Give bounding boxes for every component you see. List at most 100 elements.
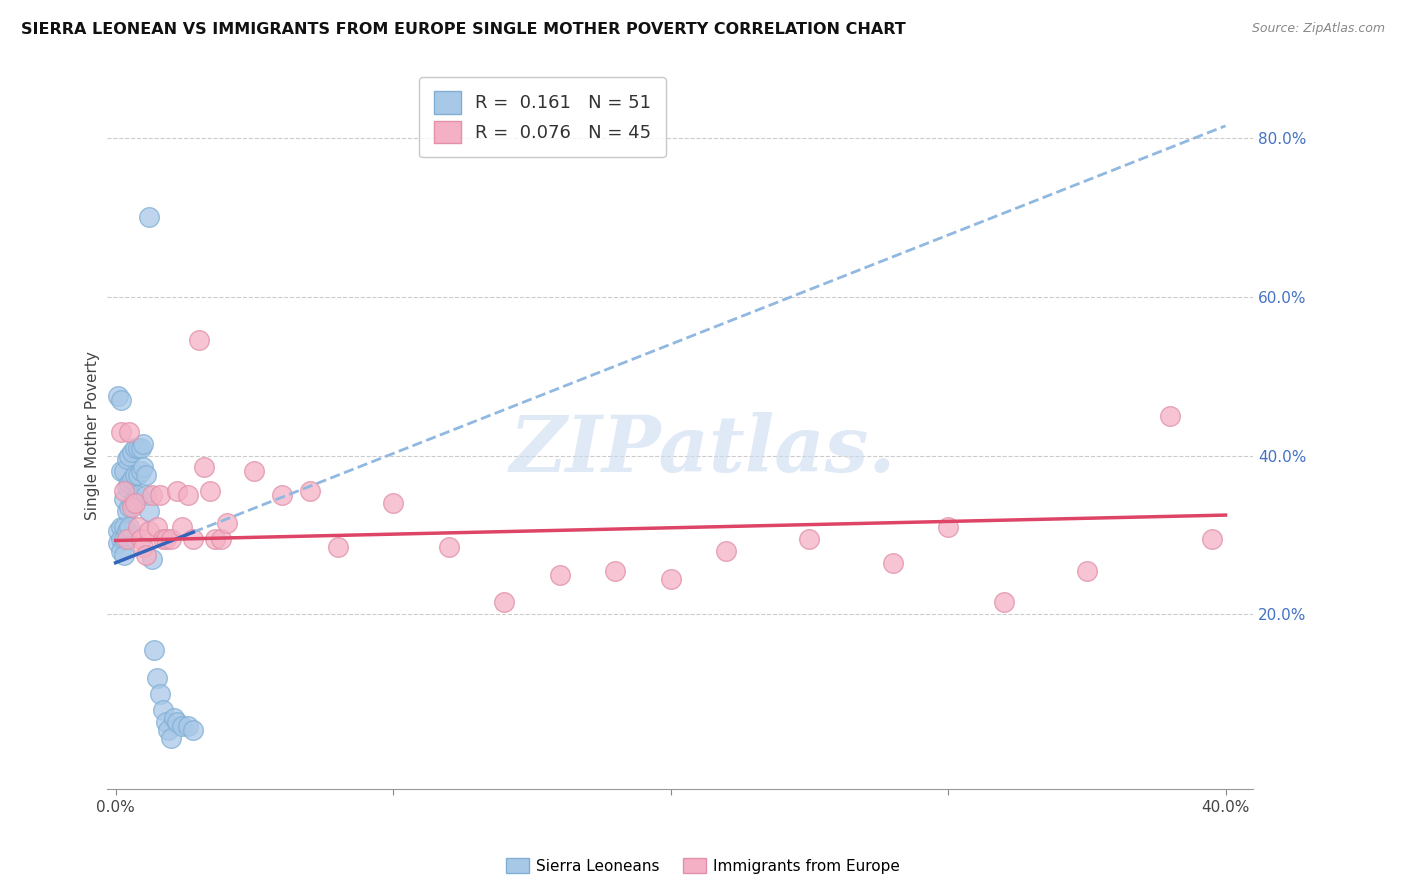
Point [107, 389, 129, 403]
Point [799, 532, 821, 546]
Point [209, 532, 232, 546]
Point [271, 488, 294, 502]
Point [714, 544, 737, 558]
Point [181, 723, 204, 737]
Point [124, 496, 146, 510]
Point [494, 595, 516, 609]
Point [155, 532, 177, 546]
Point [115, 452, 138, 467]
Text: SIERRA LEONEAN VS IMMIGRANTS FROM EUROPE SINGLE MOTHER POVERTY CORRELATION CHART: SIERRA LEONEAN VS IMMIGRANTS FROM EUROPE… [21, 22, 905, 37]
Point [141, 551, 163, 566]
Point [155, 714, 177, 729]
Point [177, 488, 200, 502]
Point [198, 484, 221, 499]
Point [138, 504, 160, 518]
Point [118, 500, 141, 515]
Point [204, 532, 226, 546]
Point [135, 548, 157, 562]
Text: Source: ZipAtlas.com: Source: ZipAtlas.com [1251, 22, 1385, 36]
Point [548, 567, 571, 582]
Point [121, 472, 143, 486]
Point [129, 532, 152, 546]
Point [215, 516, 238, 530]
Point [166, 484, 188, 499]
Point [138, 524, 160, 538]
Point [166, 714, 188, 729]
Point [132, 460, 155, 475]
Point [110, 532, 132, 546]
Point [382, 496, 405, 510]
Point [132, 436, 155, 450]
Point [152, 532, 174, 546]
Point [1076, 564, 1098, 578]
Point [298, 484, 321, 499]
Legend: R =  0.161   N = 51, R =  0.076   N = 45: R = 0.161 N = 51, R = 0.076 N = 45 [419, 77, 666, 157]
Point [110, 520, 132, 534]
Point [132, 540, 155, 554]
Point [149, 687, 172, 701]
Point [163, 711, 186, 725]
Point [127, 520, 149, 534]
Point [141, 488, 163, 502]
Point [177, 718, 200, 732]
Point [172, 718, 194, 732]
Point [603, 564, 626, 578]
Point [187, 334, 209, 348]
Point [127, 468, 149, 483]
Point [936, 520, 959, 534]
Legend: Sierra Leoneans, Immigrants from Europe: Sierra Leoneans, Immigrants from Europe [499, 852, 907, 880]
Point [146, 520, 169, 534]
Point [112, 464, 135, 478]
Point [993, 595, 1015, 609]
Point [152, 703, 174, 717]
Point [121, 444, 143, 458]
Point [115, 532, 138, 546]
Point [1159, 409, 1181, 423]
Point [149, 488, 172, 502]
Point [135, 488, 157, 502]
Point [882, 556, 904, 570]
Point [121, 500, 143, 515]
Point [110, 425, 132, 439]
Point [129, 464, 152, 478]
Point [124, 468, 146, 483]
Point [193, 460, 215, 475]
Point [129, 441, 152, 455]
Point [659, 572, 682, 586]
Point [112, 548, 135, 562]
Point [326, 540, 349, 554]
Point [112, 484, 135, 499]
Point [115, 504, 138, 518]
Point [181, 532, 204, 546]
Point [115, 524, 138, 538]
Point [118, 449, 141, 463]
Point [160, 532, 183, 546]
Point [115, 480, 138, 494]
Point [118, 520, 141, 534]
Point [112, 492, 135, 507]
Point [135, 468, 157, 483]
Text: ZIPatlas.: ZIPatlas. [510, 411, 897, 488]
Point [124, 492, 146, 507]
Point [138, 210, 160, 224]
Point [143, 643, 166, 657]
Point [146, 671, 169, 685]
Point [157, 723, 180, 737]
Y-axis label: Single Mother Poverty: Single Mother Poverty [86, 351, 100, 520]
Point [127, 488, 149, 502]
Point [160, 731, 183, 745]
Point [127, 441, 149, 455]
Point [124, 441, 146, 455]
Point [1201, 532, 1223, 546]
Point [121, 496, 143, 510]
Point [107, 524, 129, 538]
Point [107, 536, 129, 550]
Point [110, 464, 132, 478]
Point [112, 520, 135, 534]
Point [118, 476, 141, 491]
Point [437, 540, 460, 554]
Point [118, 425, 141, 439]
Point [172, 520, 194, 534]
Point [110, 544, 132, 558]
Point [110, 392, 132, 407]
